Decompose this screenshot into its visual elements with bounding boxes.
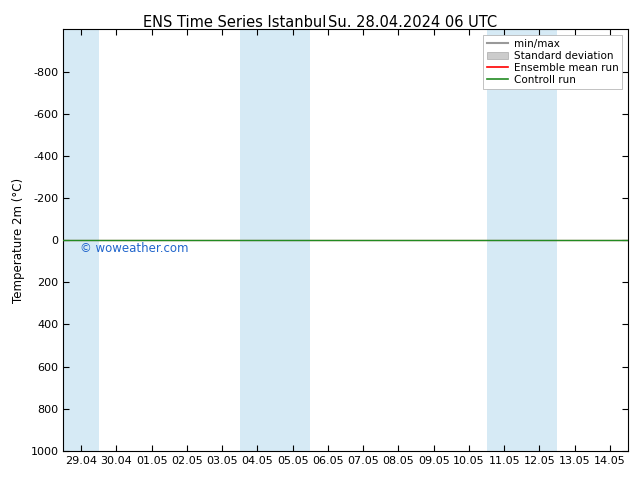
Y-axis label: Temperature 2m (°C): Temperature 2m (°C) [12, 177, 25, 303]
Text: © woweather.com: © woweather.com [81, 242, 189, 255]
Bar [487, 29, 557, 451]
Text: ENS Time Series Istanbul: ENS Time Series Istanbul [143, 15, 327, 30]
Legend: min/max, Standard deviation, Ensemble mean run, Controll run: min/max, Standard deviation, Ensemble me… [483, 35, 623, 89]
Bar [63, 29, 99, 451]
Text: Su. 28.04.2024 06 UTC: Su. 28.04.2024 06 UTC [328, 15, 496, 30]
Bar [240, 29, 310, 451]
